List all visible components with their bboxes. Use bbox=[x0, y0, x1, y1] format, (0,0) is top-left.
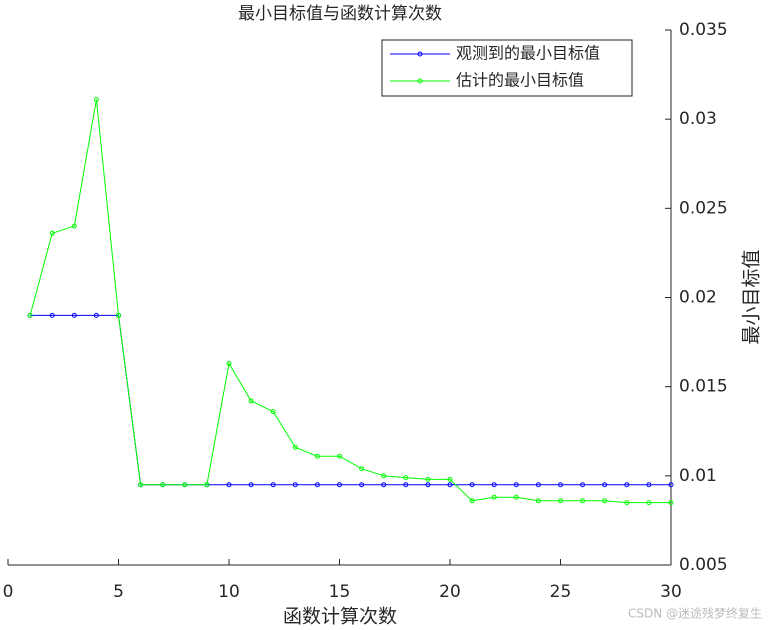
y-tick-label: 0.015 bbox=[679, 377, 728, 397]
marker bbox=[381, 473, 387, 479]
marker bbox=[226, 482, 232, 488]
marker bbox=[71, 312, 77, 318]
marker bbox=[624, 482, 630, 488]
marker bbox=[204, 482, 210, 488]
marker bbox=[71, 223, 77, 229]
marker bbox=[93, 312, 99, 318]
y-tick-label: 0.005 bbox=[679, 555, 728, 575]
marker bbox=[403, 475, 409, 481]
x-tick-label: 25 bbox=[550, 582, 572, 602]
marker bbox=[359, 482, 365, 488]
legend-box bbox=[381, 39, 633, 97]
marker bbox=[337, 453, 342, 459]
marker bbox=[49, 230, 55, 236]
marker bbox=[248, 482, 254, 488]
marker bbox=[469, 482, 475, 488]
marker bbox=[27, 312, 33, 318]
marker bbox=[381, 482, 387, 488]
marker bbox=[314, 453, 320, 459]
marker bbox=[337, 482, 342, 488]
legend-marker bbox=[417, 51, 423, 57]
y-tick-label: 0.03 bbox=[679, 109, 717, 129]
marker bbox=[646, 482, 652, 488]
marker bbox=[447, 476, 453, 482]
y-axis-label: 最小目标值 bbox=[741, 249, 763, 344]
marker bbox=[513, 482, 519, 488]
marker bbox=[292, 444, 298, 450]
marker bbox=[160, 482, 166, 488]
marker bbox=[270, 482, 276, 488]
marker bbox=[624, 500, 630, 506]
legend-label: 估计的最小目标值 bbox=[456, 71, 584, 90]
x-tick-label: 10 bbox=[218, 582, 240, 602]
marker bbox=[491, 494, 497, 500]
legend-label: 观测到的最小目标值 bbox=[456, 44, 600, 63]
watermark: CSDN @迷途残梦终复生 bbox=[628, 606, 762, 621]
marker bbox=[226, 360, 232, 366]
marker bbox=[270, 409, 276, 415]
y-tick-label: 0.02 bbox=[679, 288, 717, 308]
marker bbox=[359, 466, 365, 472]
y-tick-label: 0.025 bbox=[679, 198, 728, 218]
marker bbox=[668, 482, 674, 488]
legend-marker bbox=[417, 78, 423, 84]
marker bbox=[646, 500, 652, 506]
marker bbox=[535, 482, 541, 488]
x-tick-label: 30 bbox=[660, 582, 682, 602]
y-tick-label: 0.01 bbox=[679, 466, 717, 486]
marker bbox=[535, 498, 541, 504]
marker bbox=[425, 482, 431, 488]
marker bbox=[469, 498, 475, 504]
x-tick-label: 0 bbox=[3, 582, 14, 602]
marker bbox=[558, 482, 563, 488]
marker bbox=[138, 482, 144, 488]
marker bbox=[580, 482, 586, 488]
marker bbox=[447, 482, 453, 488]
series-line bbox=[29, 99, 671, 504]
marker bbox=[403, 482, 409, 488]
marker bbox=[558, 498, 563, 504]
marker bbox=[602, 498, 608, 504]
marker bbox=[314, 482, 320, 488]
marker bbox=[49, 312, 55, 318]
marker bbox=[513, 494, 519, 500]
y-tick-label: 0.035 bbox=[679, 20, 728, 40]
marker bbox=[668, 500, 674, 506]
marker bbox=[93, 97, 99, 103]
marker bbox=[116, 312, 121, 318]
marker bbox=[292, 482, 298, 488]
marker bbox=[491, 482, 497, 488]
marker bbox=[602, 482, 608, 488]
chart-title: 最小目标值与函数计算次数 bbox=[238, 4, 442, 24]
x-tick-label: 15 bbox=[329, 582, 351, 602]
marker bbox=[248, 398, 254, 404]
x-tick-label: 20 bbox=[439, 582, 461, 602]
x-axis-label: 函数计算次数 bbox=[283, 606, 397, 628]
x-tick-label: 5 bbox=[113, 582, 124, 602]
marker bbox=[425, 476, 431, 482]
marker bbox=[580, 498, 586, 504]
marker bbox=[182, 482, 188, 488]
